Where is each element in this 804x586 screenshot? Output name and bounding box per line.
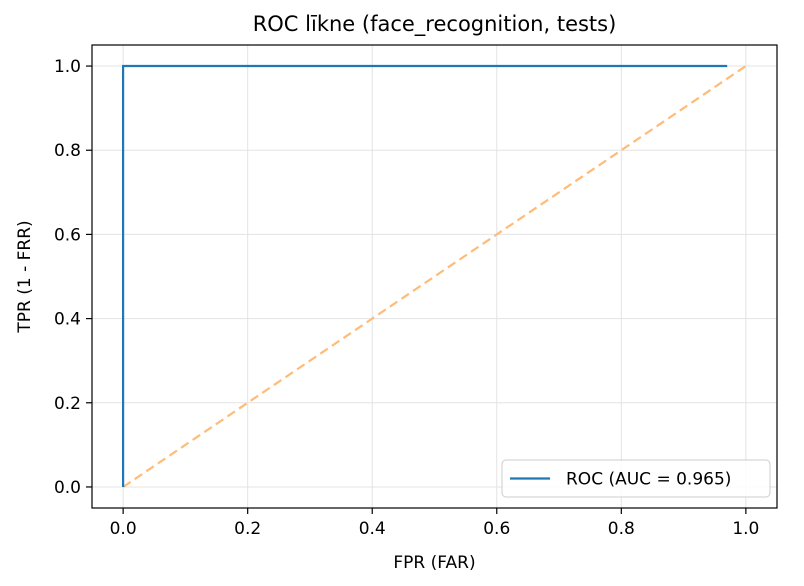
y-tick-label: 0.2 — [54, 394, 81, 414]
y-tick-label: 0.8 — [54, 141, 81, 161]
chance-diagonal-line — [122, 65, 747, 488]
x-tick-label: 0.8 — [608, 519, 635, 539]
y-tick-label: 0.4 — [54, 310, 81, 330]
legend: ROC (AUC = 0.965) — [501, 459, 771, 498]
series-lines — [121, 64, 747, 488]
x-tick-label: 1.0 — [732, 519, 759, 539]
y-axis-label: TPR (1 - FRR) — [15, 220, 35, 333]
legend-box — [501, 459, 771, 498]
chart-title: ROC līkne (face_recognition, tests) — [253, 12, 617, 37]
legend-label-roc: ROC (AUC = 0.965) — [566, 470, 731, 490]
roc-curve-line — [121, 64, 728, 487]
y-tick-label: 0.0 — [54, 478, 81, 498]
y-tick-label: 0.6 — [54, 225, 81, 245]
x-tick-label: 0.0 — [110, 519, 137, 539]
y-tick-label: 1.0 — [54, 57, 81, 77]
x-axis-label: FPR (FAR) — [393, 553, 475, 573]
x-tick-label: 0.2 — [234, 519, 261, 539]
x-tick-label: 0.6 — [483, 519, 510, 539]
axis-ticks: 0.0 0.2 0.4 0.6 0.8 1.0 0.0 0.2 0.4 0.6 0.8 1.0 — [54, 57, 759, 539]
x-tick-label: 0.4 — [359, 519, 386, 539]
plot-frame — [91, 44, 778, 509]
